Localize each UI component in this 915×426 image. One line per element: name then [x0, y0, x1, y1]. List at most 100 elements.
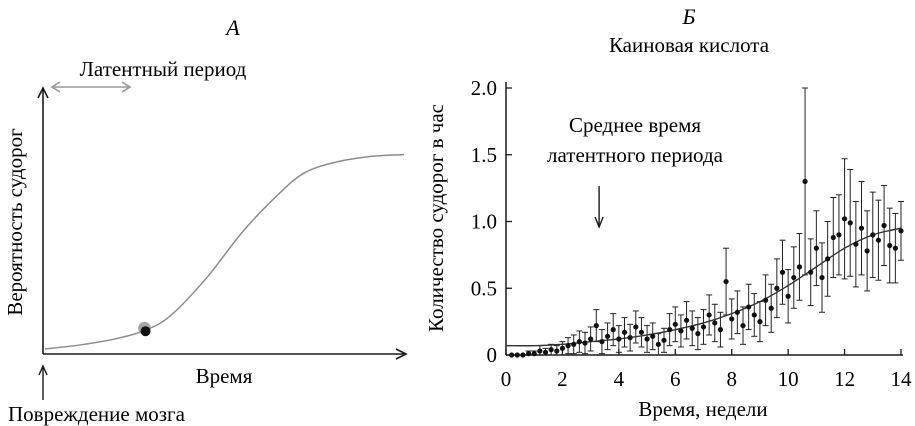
data-point [830, 234, 836, 241]
data-point [751, 312, 757, 318]
data-point [706, 312, 712, 318]
x-tick-label: 12 [834, 367, 855, 391]
panel-b-axes [505, 82, 903, 356]
brain-injury-label: Повреждение мозга [8, 402, 186, 426]
data-point [509, 352, 515, 358]
y-tick-label: 0.5 [471, 276, 497, 300]
data-point [768, 305, 774, 311]
data-points [509, 178, 904, 358]
panel-b-ticks: 0 2 4 6 8 10 12 14 0 0.5 1.0 1.5 2.0 [471, 76, 912, 391]
data-point [644, 336, 650, 342]
x-tick-label: 14 [891, 367, 913, 391]
data-point [717, 327, 724, 333]
data-point [604, 333, 611, 339]
data-point [633, 324, 639, 330]
latent-mean-label-line-1: Среднее время [569, 113, 701, 137]
data-point [762, 297, 769, 303]
latent-mean-arrow [594, 186, 604, 229]
panel-a-ylabel: Вероятность судорог [3, 128, 27, 316]
fit-line [505, 227, 902, 347]
data-point [740, 323, 746, 329]
data-point [667, 327, 673, 333]
data-point [870, 232, 876, 238]
data-point [571, 341, 577, 347]
data-point [678, 328, 684, 334]
data-point [650, 333, 656, 339]
y-tick-label: 0 [487, 343, 498, 367]
data-point [779, 269, 786, 275]
data-point [825, 256, 831, 262]
x-tick-label: 0 [501, 367, 512, 391]
data-point [588, 336, 594, 342]
x-tick-label: 8 [726, 367, 737, 391]
data-point [723, 278, 729, 285]
data-point [689, 325, 695, 331]
panel-a-axes [37, 86, 408, 360]
data-point [627, 335, 633, 341]
y-tick-label: 1.5 [471, 143, 497, 167]
data-point [875, 237, 882, 243]
data-point [796, 264, 803, 270]
latent-period-label: Латентный период [80, 57, 247, 81]
data-point [576, 339, 582, 345]
data-point [700, 324, 707, 330]
data-point [593, 323, 599, 329]
latent-mean-label-line-2: латентного периода [547, 143, 724, 167]
data-point [531, 351, 537, 357]
data-point [746, 304, 752, 310]
data-point [813, 245, 819, 251]
data-point [672, 321, 678, 327]
data-point [774, 285, 780, 291]
latent-period-arrow [50, 81, 132, 93]
data-point [729, 316, 735, 322]
panel-a: А Латентный период Вероятность судорог В… [3, 15, 408, 426]
data-point [892, 245, 898, 251]
data-point [808, 269, 814, 275]
data-point [898, 228, 904, 234]
panel-b: Б Каиновая кислота Количество судорог в … [424, 4, 912, 421]
probability-curve [44, 153, 405, 350]
data-point [858, 225, 865, 231]
data-point [841, 216, 848, 222]
data-point [559, 345, 566, 351]
data-point [887, 242, 893, 249]
data-point [881, 222, 887, 229]
data-point [802, 178, 808, 185]
data-point [582, 340, 588, 346]
data-point [683, 317, 690, 323]
data-point [548, 347, 554, 353]
data-point [520, 352, 526, 358]
data-point [785, 293, 791, 299]
panel-a-xlabel: Время [196, 364, 253, 388]
data-point [514, 352, 520, 358]
panel-b-ylabel: Количество судорог в час [424, 104, 448, 332]
data-point [661, 337, 667, 343]
data-point [847, 220, 853, 226]
data-point [836, 232, 842, 238]
y-tick-label: 2.0 [471, 76, 497, 100]
brain-injury-arrow [38, 364, 48, 400]
data-point [864, 248, 870, 254]
data-point [616, 336, 622, 342]
x-tick-label: 6 [670, 367, 681, 391]
data-point [537, 348, 543, 354]
data-point [554, 348, 560, 354]
panel-b-xlabel: Время, недели [638, 397, 767, 421]
data-point [638, 329, 645, 335]
data-point [610, 327, 616, 333]
data-point [853, 241, 859, 247]
x-tick-label: 4 [614, 367, 625, 391]
panel-b-label: Б [682, 4, 696, 29]
data-point [712, 320, 718, 326]
panel-a-label: А [224, 15, 240, 40]
data-point [655, 341, 661, 347]
data-point [525, 351, 532, 357]
x-tick-label: 10 [778, 367, 799, 391]
data-point [757, 319, 763, 325]
data-point [621, 329, 628, 335]
data-point [565, 343, 571, 349]
data-point [542, 349, 549, 355]
panel-b-title: Каиновая кислота [609, 33, 770, 57]
data-point [695, 331, 701, 337]
